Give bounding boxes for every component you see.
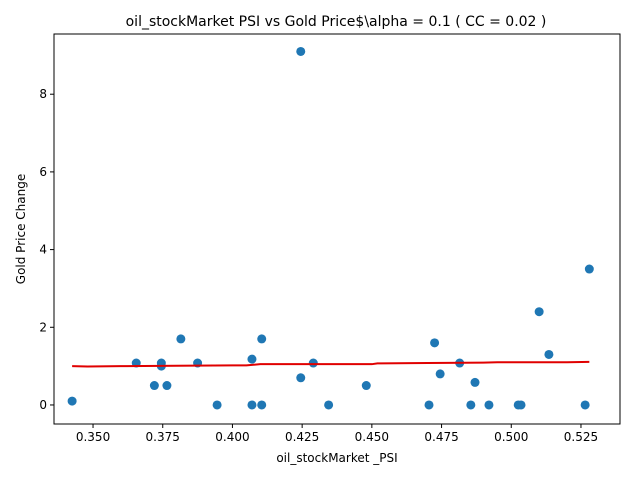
data-point xyxy=(67,396,77,406)
x-tick-label: 0.525 xyxy=(564,430,598,444)
data-point xyxy=(149,381,159,391)
regression-line xyxy=(72,360,590,368)
x-tick-label: 0.375 xyxy=(146,430,180,444)
x-tick-label: 0.425 xyxy=(285,430,319,444)
data-point xyxy=(516,400,526,410)
data-point xyxy=(324,400,334,410)
data-point xyxy=(247,354,257,364)
data-point xyxy=(534,307,544,317)
y-tick-label: 6 xyxy=(39,165,47,179)
data-point xyxy=(176,334,186,344)
data-point xyxy=(435,369,445,379)
data-point xyxy=(162,381,172,391)
data-point xyxy=(257,334,267,344)
y-tick-label: 2 xyxy=(39,320,47,334)
plot-frame xyxy=(53,33,621,425)
y-axis-label: Gold Price Change xyxy=(14,174,28,284)
y-tick-label: 8 xyxy=(39,87,47,101)
data-point xyxy=(466,400,476,410)
x-tick-label: 0.400 xyxy=(215,430,249,444)
data-point xyxy=(470,377,480,387)
x-tick-label: 0.475 xyxy=(424,430,458,444)
data-point xyxy=(247,400,257,410)
data-point xyxy=(584,264,594,274)
x-tick-label: 0.450 xyxy=(355,430,389,444)
data-point xyxy=(580,400,590,410)
data-point xyxy=(257,400,267,410)
data-point xyxy=(296,46,306,56)
x-tick-label: 0.500 xyxy=(494,430,528,444)
data-point xyxy=(296,373,306,383)
chart-title: oil_stockMarket PSI vs Gold Price$\alpha… xyxy=(126,14,547,30)
data-point xyxy=(361,381,371,391)
y-tick-label: 0 xyxy=(39,398,47,412)
data-point xyxy=(544,349,554,359)
data-point xyxy=(308,358,318,368)
x-axis-label: oil_stockMarket _PSI xyxy=(276,451,397,465)
x-tick-label: 0.350 xyxy=(76,430,110,444)
data-point xyxy=(430,338,440,348)
data-point xyxy=(484,400,494,410)
y-tick-label: 4 xyxy=(39,243,47,257)
data-point xyxy=(212,400,222,410)
data-point xyxy=(424,400,434,410)
